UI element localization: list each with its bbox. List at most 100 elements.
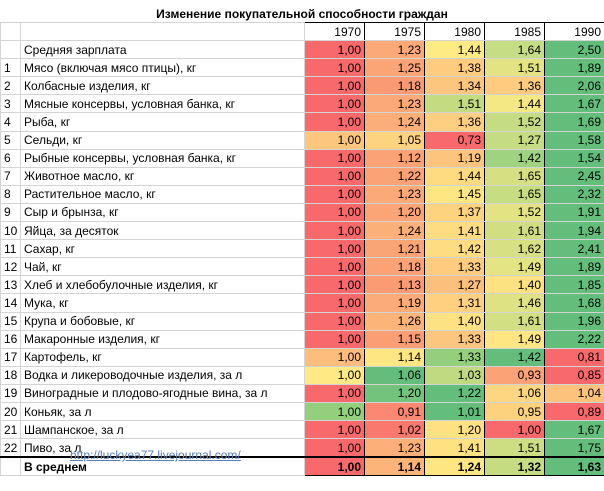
value-cell[interactable]: 1,04 bbox=[544, 383, 604, 403]
row-label-cell[interactable]: Мясные консервы, условная банка, кг bbox=[20, 94, 305, 114]
source-link[interactable]: http://luckyea77.livejournal.com/ bbox=[70, 448, 241, 462]
row-number-cell[interactable] bbox=[0, 40, 21, 60]
row-number-cell[interactable]: 17 bbox=[0, 347, 21, 367]
total-value-cell[interactable]: 1,32 bbox=[484, 456, 545, 477]
value-cell[interactable]: 1,00 bbox=[304, 40, 365, 60]
row-label-cell[interactable]: Сыр и брынза, кг bbox=[20, 202, 305, 223]
value-cell[interactable]: 1,40 bbox=[424, 311, 485, 331]
value-cell[interactable]: 1,23 bbox=[364, 438, 425, 458]
value-cell[interactable]: 1,65 bbox=[484, 166, 545, 186]
value-cell[interactable]: 1,49 bbox=[484, 329, 545, 349]
value-cell[interactable]: 1,37 bbox=[424, 202, 485, 223]
row-label-cell[interactable]: Хлеб и хлебобулочные изделия, кг bbox=[20, 275, 305, 295]
value-cell[interactable]: 1,19 bbox=[364, 293, 425, 313]
value-cell[interactable]: 1,01 bbox=[424, 401, 485, 422]
value-cell[interactable]: 1,23 bbox=[364, 40, 425, 60]
value-cell[interactable]: 1,00 bbox=[304, 293, 365, 313]
value-cell[interactable]: 1,00 bbox=[304, 112, 365, 132]
value-cell[interactable]: 2,06 bbox=[544, 76, 604, 96]
value-cell[interactable]: 1,15 bbox=[364, 329, 425, 349]
row-number-cell[interactable]: 2 bbox=[0, 76, 21, 96]
value-cell[interactable]: 1,05 bbox=[364, 130, 425, 150]
value-cell[interactable]: 1,65 bbox=[484, 184, 545, 204]
value-cell[interactable]: 1,67 bbox=[544, 420, 604, 440]
value-cell[interactable]: 1,20 bbox=[424, 420, 485, 440]
row-label-cell[interactable]: Яйца, за десяток bbox=[20, 221, 305, 241]
row-label-cell[interactable]: Виноградные и плодово-ягодные вина, за л bbox=[20, 383, 305, 403]
value-cell[interactable]: 1,69 bbox=[544, 112, 604, 132]
row-label-cell[interactable]: Растительное масло, кг bbox=[20, 184, 305, 204]
value-cell[interactable]: 1,00 bbox=[304, 420, 365, 440]
value-cell[interactable]: 1,31 bbox=[424, 293, 485, 313]
value-cell[interactable]: 1,00 bbox=[304, 438, 365, 458]
value-cell[interactable]: 1,23 bbox=[364, 184, 425, 204]
value-cell[interactable]: 1,42 bbox=[484, 148, 545, 168]
row-label-cell[interactable]: Колбасные изделия, кг bbox=[20, 76, 305, 96]
value-cell[interactable]: 1,00 bbox=[304, 329, 365, 349]
value-cell[interactable]: 1,62 bbox=[484, 239, 545, 259]
value-cell[interactable]: 1,00 bbox=[304, 76, 365, 96]
value-cell[interactable]: 2,41 bbox=[544, 239, 604, 259]
total-value-cell[interactable]: 1,00 bbox=[304, 456, 365, 477]
value-cell[interactable]: 1,38 bbox=[424, 58, 485, 78]
value-cell[interactable]: 1,44 bbox=[424, 166, 485, 186]
value-cell[interactable]: 1,61 bbox=[484, 221, 545, 241]
value-cell[interactable]: 1,21 bbox=[364, 239, 425, 259]
value-cell[interactable]: 1,61 bbox=[484, 311, 545, 331]
value-cell[interactable]: 1,00 bbox=[304, 130, 365, 150]
row-label-cell[interactable]: Крупа и бобовые, кг bbox=[20, 311, 305, 331]
row-number-cell[interactable] bbox=[0, 21, 21, 42]
value-cell[interactable]: 1,00 bbox=[304, 94, 365, 114]
row-number-cell[interactable]: 11 bbox=[0, 239, 21, 259]
value-cell[interactable]: 1,52 bbox=[484, 112, 545, 132]
row-number-cell[interactable]: 20 bbox=[0, 401, 21, 422]
value-cell[interactable]: 1,13 bbox=[364, 275, 425, 295]
value-cell[interactable]: 0,85 bbox=[544, 365, 604, 385]
row-number-cell[interactable]: 3 bbox=[0, 94, 21, 114]
value-cell[interactable]: 1,12 bbox=[364, 148, 425, 168]
row-number-cell[interactable]: 15 bbox=[0, 311, 21, 331]
row-label-cell[interactable]: Мука, кг bbox=[20, 293, 305, 313]
value-cell[interactable]: 1,20 bbox=[364, 383, 425, 403]
value-cell[interactable]: 1,00 bbox=[304, 311, 365, 331]
value-cell[interactable]: 1,03 bbox=[424, 365, 485, 385]
value-cell[interactable]: 1,36 bbox=[484, 76, 545, 96]
value-cell[interactable]: 1,51 bbox=[484, 438, 545, 458]
row-label-cell[interactable]: Сельди, кг bbox=[20, 130, 305, 150]
value-cell[interactable]: 1,00 bbox=[304, 166, 365, 186]
value-cell[interactable]: 1,33 bbox=[424, 329, 485, 349]
value-cell[interactable]: 1,00 bbox=[304, 257, 365, 277]
value-cell[interactable]: 1,45 bbox=[424, 184, 485, 204]
value-cell[interactable]: 1,75 bbox=[544, 438, 604, 458]
value-cell[interactable]: 1,85 bbox=[544, 275, 604, 295]
row-number-cell[interactable]: 14 bbox=[0, 293, 21, 313]
value-cell[interactable]: 1,46 bbox=[484, 293, 545, 313]
row-label-cell[interactable]: Чай, кг bbox=[20, 257, 305, 277]
value-cell[interactable]: 1,20 bbox=[364, 202, 425, 223]
value-cell[interactable]: 1,18 bbox=[364, 257, 425, 277]
value-cell[interactable]: 2,45 bbox=[544, 166, 604, 186]
value-cell[interactable]: 1,67 bbox=[544, 94, 604, 114]
total-value-cell[interactable]: 1,24 bbox=[424, 456, 485, 477]
row-label-cell[interactable]: Рыбные консервы, условная банка, кг bbox=[20, 148, 305, 168]
row-label-cell[interactable]: Шампанское, за л bbox=[20, 420, 305, 440]
row-number-cell[interactable] bbox=[0, 456, 21, 477]
value-cell[interactable]: 0,73 bbox=[424, 130, 485, 150]
row-number-cell[interactable]: 12 bbox=[0, 257, 21, 277]
row-number-cell[interactable]: 7 bbox=[0, 166, 21, 186]
value-cell[interactable]: 1,27 bbox=[484, 130, 545, 150]
row-label-cell[interactable]: Водка и ликероводочные изделия, за л bbox=[20, 365, 305, 385]
row-number-cell[interactable]: 13 bbox=[0, 275, 21, 295]
value-cell[interactable]: 1,06 bbox=[484, 383, 545, 403]
row-number-cell[interactable]: 16 bbox=[0, 329, 21, 349]
label-header-cell[interactable] bbox=[20, 21, 305, 42]
row-number-cell[interactable]: 10 bbox=[0, 221, 21, 241]
value-cell[interactable]: 1,51 bbox=[484, 58, 545, 78]
value-cell[interactable]: 2,50 bbox=[544, 40, 604, 60]
value-cell[interactable]: 0,89 bbox=[544, 401, 604, 422]
value-cell[interactable]: 1,22 bbox=[424, 383, 485, 403]
row-number-cell[interactable]: 21 bbox=[0, 420, 21, 440]
row-label-cell[interactable]: Средняя зарплата bbox=[20, 40, 305, 60]
value-cell[interactable]: 1,36 bbox=[424, 112, 485, 132]
value-cell[interactable]: 1,44 bbox=[424, 40, 485, 60]
